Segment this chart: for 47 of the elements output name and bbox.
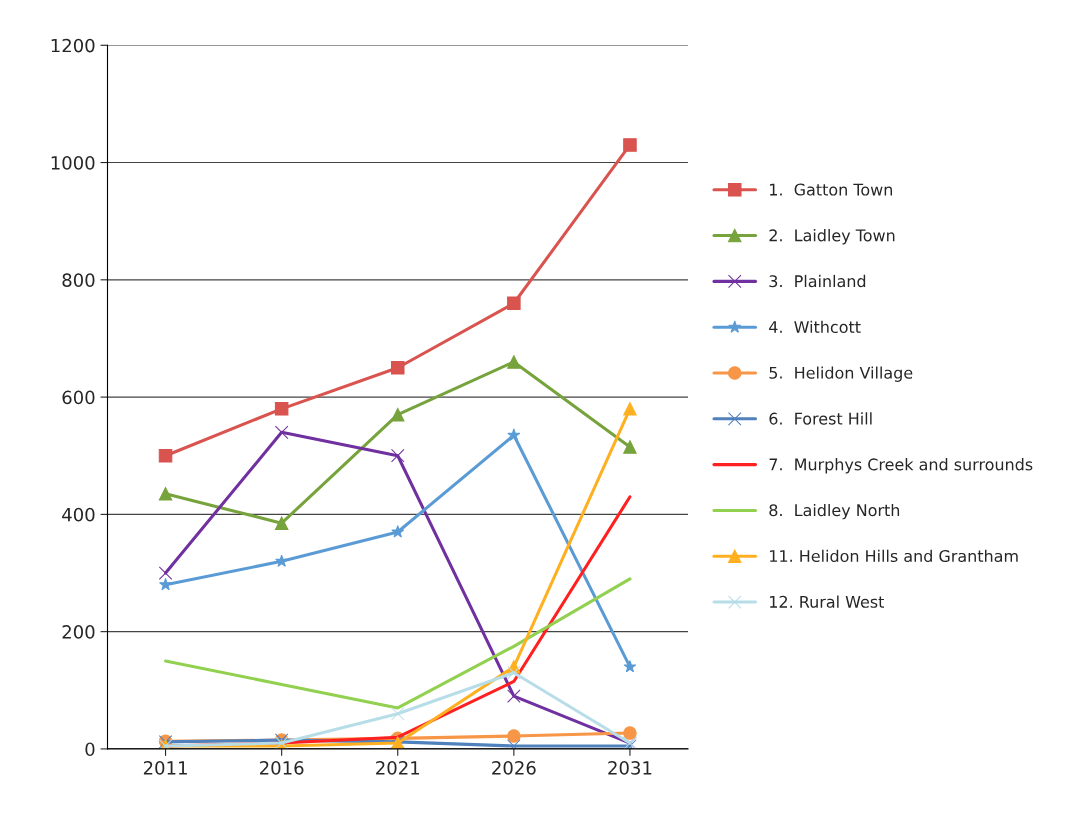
y-tick-label: 600 (62, 390, 95, 405)
x-tick-label: 2021 (376, 761, 420, 775)
x-tick-label: 2011 (143, 761, 187, 775)
x-tick-label: 2031 (608, 761, 652, 775)
point (623, 402, 637, 416)
point (158, 566, 173, 580)
point (623, 660, 637, 673)
legend-label: 12. Rural West (770, 595, 885, 608)
y-tick-label: 800 (62, 273, 95, 287)
point (391, 525, 405, 538)
point (507, 665, 521, 680)
legend-label: 8. Laidley North (769, 503, 900, 520)
point (274, 425, 289, 440)
y-tick-label: 400 (62, 507, 95, 522)
y-tick-label: 1000 (51, 156, 95, 170)
point (390, 361, 405, 375)
point (158, 448, 173, 463)
point (507, 355, 521, 369)
legend-label: 1. Gatton Town (770, 183, 892, 196)
point (390, 407, 405, 422)
legend-label: 11. Helidon Hills and Grantham (770, 549, 1018, 563)
legend-label: 3. Plainland (769, 274, 866, 288)
point (623, 726, 637, 740)
y-tick-label: 1200 (51, 38, 95, 53)
y-tick-label: 0 (85, 742, 95, 757)
legend-label: 7. Murphys Creek and surrounds (769, 458, 1033, 474)
point (159, 577, 173, 591)
x-tick-label: 2016 (260, 761, 304, 775)
legend-label: 2. Laidley Town (769, 229, 895, 245)
point (275, 554, 289, 567)
point (507, 689, 521, 703)
point (623, 440, 637, 454)
line-series (164, 577, 632, 710)
point (507, 729, 521, 743)
point (507, 296, 521, 311)
point (390, 706, 405, 721)
legend-label: 6. Forest Hill (769, 412, 872, 425)
legend-label: 5. Helidon Village (769, 366, 913, 382)
x-tick-label: 2026 (492, 761, 536, 775)
point (274, 402, 289, 416)
point (158, 487, 173, 501)
point (274, 516, 289, 530)
point (507, 428, 521, 441)
y-tick-label: 200 (62, 625, 95, 639)
point (390, 448, 405, 463)
legend-label: 4. Withcott (769, 320, 861, 334)
point (623, 138, 637, 152)
